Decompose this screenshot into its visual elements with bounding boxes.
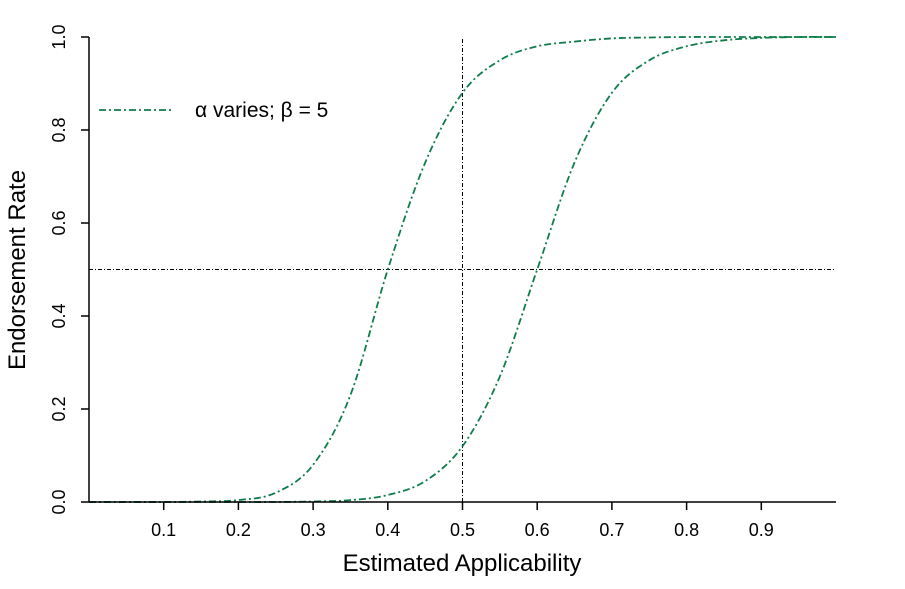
- curves: [89, 36, 837, 503]
- y-axis-title: Endorsement Rate: [4, 170, 31, 370]
- y-tick-label: 0.6: [49, 210, 69, 235]
- x-axis-ticks: 0.1 0.2 0.3 0.4 0.5 0.6 0.7 0.8 0.9: [151, 502, 774, 540]
- y-tick-label: 1.0: [49, 24, 69, 49]
- x-tick-label: 0.8: [674, 520, 699, 540]
- legend: α varies; β = 5: [99, 99, 328, 122]
- series-line-2: [89, 36, 837, 503]
- legend-label: α varies; β = 5: [195, 99, 328, 122]
- x-axis-title: Estimated Applicability: [343, 550, 582, 577]
- x-tick-label: 0.9: [749, 520, 774, 540]
- reference-lines: [89, 39, 836, 502]
- y-tick-label: 0.8: [49, 117, 69, 142]
- x-tick-label: 0.4: [375, 520, 400, 540]
- x-tick-label: 0.2: [226, 520, 251, 540]
- y-axis-ticks: 0.0 0.2 0.4 0.6 0.8 1.0: [49, 24, 89, 515]
- x-tick-label: 0.7: [599, 520, 624, 540]
- y-tick-label: 0.0: [49, 489, 69, 514]
- x-tick-label: 0.3: [301, 520, 326, 540]
- y-tick-label: 0.4: [49, 303, 69, 328]
- x-tick-label: 0.1: [151, 520, 176, 540]
- x-tick-label: 0.5: [450, 520, 475, 540]
- y-tick-label: 0.2: [49, 396, 69, 421]
- series-line-1: [89, 36, 836, 503]
- x-tick-label: 0.6: [525, 520, 550, 540]
